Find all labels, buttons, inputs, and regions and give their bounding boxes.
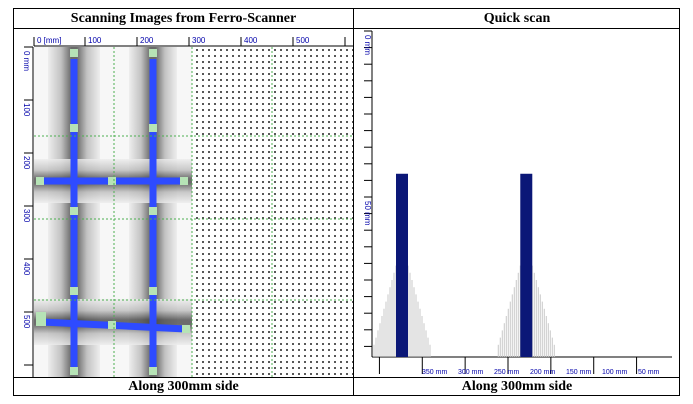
x-tick-label: 400 [244, 36, 258, 45]
right-panel-footer: Along 300mm side [461, 379, 573, 394]
y-tick-label: 200 [22, 156, 31, 170]
left-panel-title: Scanning Images from Ferro-Scanner [70, 11, 297, 26]
x-tick-label: 350 mm [422, 369, 447, 376]
y-axis-unit-label: 0 mm [22, 51, 31, 71]
y-axis-label: 0 mm [363, 35, 372, 55]
quick-scan-chart: 0 mm 50 mm 350 mm 300 mm 250 mm 200 mm 1… [363, 30, 672, 376]
y-axis-label: 50 mm [363, 201, 372, 226]
right-panel-title: Quick scan [483, 11, 551, 26]
panel-divider [353, 9, 354, 395]
footer-divider [14, 377, 679, 378]
figure-frame: Scanning Images from Ferro-Scanner Quick… [13, 8, 680, 396]
header-divider [14, 28, 679, 29]
x-tick-label: 100 mm [602, 369, 627, 376]
x-tick-label: 150 mm [566, 369, 591, 376]
x-tick-label: 200 [140, 36, 154, 45]
left-panel-footer: Along 300mm side [128, 379, 239, 394]
y-tick-label: 300 [22, 209, 31, 223]
quick-scan-bar [396, 173, 408, 357]
x-tick-label: 250 mm [494, 369, 519, 376]
x-tick-label: 100 [88, 36, 102, 45]
x-axis-unit-label: 0 [mm] [37, 36, 61, 45]
ferro-scan-image: 0 [mm] 100 200 300 400 500 0 mm 100 200 … [14, 29, 353, 377]
x-tick-label: 50 mm [638, 369, 660, 376]
quick-scan-bar [520, 173, 533, 357]
y-tick-label: 100 [22, 103, 31, 117]
y-tick-label: 500 [22, 315, 31, 329]
x-tick-label: 500 [296, 36, 310, 45]
y-tick-label: 400 [22, 262, 31, 276]
x-tick-label: 300 [192, 36, 206, 45]
x-tick-label: 200 mm [530, 369, 555, 376]
x-tick-label: 300 mm [458, 369, 483, 376]
